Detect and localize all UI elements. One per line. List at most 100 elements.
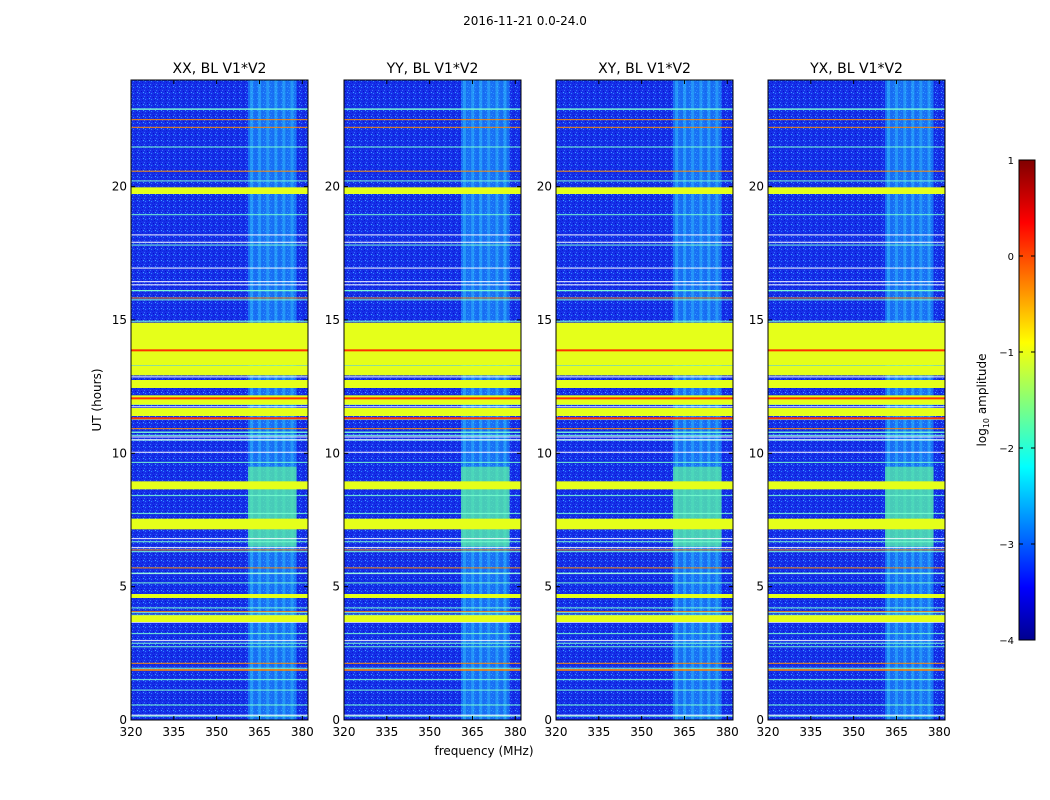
flagged-band (556, 395, 733, 405)
flagged-band (768, 615, 945, 622)
flagged-band (556, 366, 733, 376)
rfi-burst (248, 466, 297, 547)
flagged-band (344, 322, 521, 366)
y-tick-label: 15 (749, 313, 764, 327)
flag-line (556, 537, 733, 540)
flag-line (768, 126, 945, 129)
flag-line (131, 612, 308, 614)
flag-line (768, 678, 945, 681)
flag-line (768, 284, 945, 286)
flag-line (768, 439, 945, 441)
flag-line (768, 689, 945, 691)
flag-line (768, 621, 945, 623)
flagged-band (768, 366, 945, 376)
flag-line (131, 214, 308, 216)
y-tick-label: 5 (119, 580, 127, 594)
flag-line (556, 365, 733, 367)
flag-line (556, 118, 733, 121)
flagged-band (768, 481, 945, 490)
flagged-band (344, 408, 521, 416)
flag-line (131, 267, 308, 269)
flag-line (768, 180, 945, 182)
x-tick-label: 350 (842, 725, 865, 739)
colorbar-tick-label: 0 (1008, 252, 1014, 263)
flag-line (344, 418, 521, 420)
flag-line (768, 669, 945, 671)
flag-line (344, 180, 521, 182)
flag-line (131, 418, 308, 420)
flag-line (768, 582, 945, 584)
flag-line (344, 614, 521, 616)
flag-line (131, 431, 308, 433)
flagged-band (556, 615, 733, 622)
flag-line (131, 678, 308, 681)
flag-line (344, 417, 521, 420)
flag-line (131, 512, 308, 515)
flag-line (344, 434, 521, 436)
rfi-burst (673, 466, 722, 547)
flag-line (344, 494, 521, 497)
flag-line (768, 662, 945, 664)
flag-line (131, 118, 308, 121)
flag-line (344, 397, 521, 400)
flag-line (556, 234, 733, 236)
flag-line (344, 567, 521, 569)
flag-line (768, 614, 945, 616)
flagged-band (768, 395, 945, 405)
flag-line (556, 551, 733, 553)
y-tick-label: 0 (756, 713, 764, 727)
flag-line (556, 607, 733, 609)
flagged-band (344, 366, 521, 376)
colorbar-label-subscript: 10 (982, 418, 991, 428)
flag-line (556, 451, 733, 453)
flag-line (344, 642, 521, 644)
flag-line (131, 126, 308, 129)
flag-line (344, 537, 521, 540)
flag-line (768, 170, 945, 172)
colorbar-tick-label: −2 (999, 444, 1014, 455)
y-tick-label: 5 (332, 580, 340, 594)
flag-line (344, 431, 521, 433)
flag-line (556, 281, 733, 283)
rfi-burst (461, 466, 510, 547)
flag-line (556, 320, 733, 322)
flag-line (768, 417, 945, 420)
flag-line (556, 567, 733, 569)
flagged-band (556, 380, 733, 388)
y-tick-label: 20 (325, 180, 340, 194)
flagged-band (344, 187, 521, 194)
flag-line (131, 241, 308, 243)
y-tick-label: 15 (112, 313, 127, 327)
flag-line (556, 406, 733, 408)
flagged-band (131, 380, 308, 388)
x-tick-label: 335 (799, 725, 822, 739)
flag-line (131, 669, 308, 671)
flagged-band (556, 518, 733, 530)
flag-line (556, 284, 733, 286)
flagged-band (556, 408, 733, 416)
flagged-band (344, 594, 521, 598)
axes-frame (343, 79, 522, 721)
flag-line (768, 669, 945, 671)
flag-line (768, 572, 945, 574)
flag-line (131, 714, 308, 716)
flag-line (344, 118, 521, 121)
flag-line (131, 642, 308, 644)
flag-line (556, 436, 733, 438)
flagged-band (556, 481, 733, 490)
flag-line (768, 646, 945, 648)
flag-line (768, 267, 945, 269)
flag-line (768, 320, 945, 322)
flag-line (556, 376, 733, 378)
x-tick-label: 350 (418, 725, 441, 739)
flag-line (556, 180, 733, 182)
x-tick-label: 335 (162, 725, 185, 739)
flag-line (768, 299, 945, 301)
flag-line (131, 551, 308, 553)
flag-line (556, 678, 733, 681)
flag-line (344, 704, 521, 706)
flag-line (131, 572, 308, 574)
flag-line (768, 281, 945, 283)
flag-line (768, 607, 945, 609)
flag-line (131, 417, 308, 420)
